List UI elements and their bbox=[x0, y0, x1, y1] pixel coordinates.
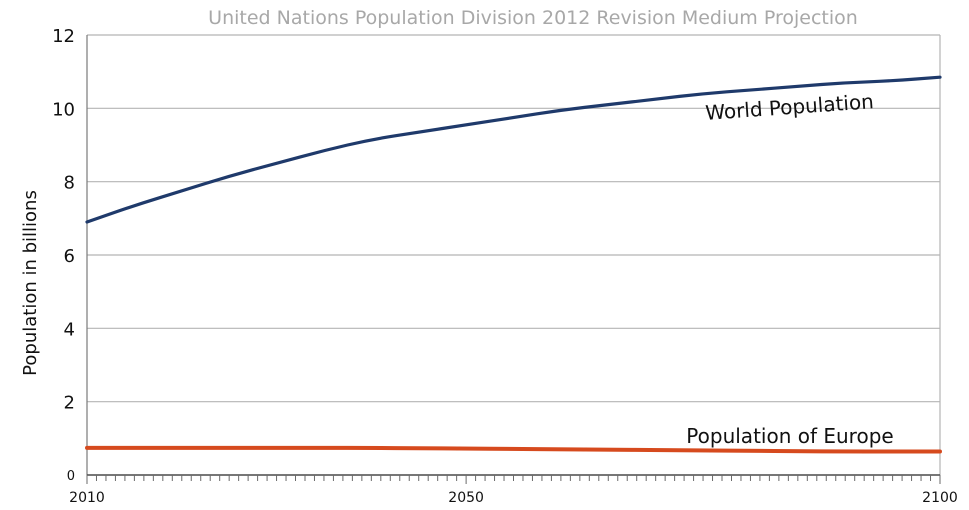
world-population-line bbox=[85, 75, 942, 224]
y-axis-label: Population in billions bbox=[20, 190, 41, 376]
y-tick-label: 6 bbox=[64, 246, 75, 267]
europe-population-line bbox=[85, 445, 942, 454]
y-tick-label: 4 bbox=[64, 319, 75, 340]
x-tick-label: 2050 bbox=[448, 490, 484, 506]
y-tick-label: 12 bbox=[52, 26, 75, 47]
y-tick-label: 0 bbox=[67, 469, 75, 484]
y-tick-label: 10 bbox=[52, 99, 75, 120]
series-layer bbox=[85, 75, 942, 454]
chart-title: United Nations Population Division 2012 … bbox=[208, 7, 858, 29]
europe-population-label: Population of Europe bbox=[686, 424, 893, 448]
y-tick-label: 2 bbox=[64, 393, 75, 414]
label-layer: World Population Population of Europe bbox=[686, 89, 893, 448]
axis-layer: 0 2 4 6 8 10 12 2010 2050 2100 bbox=[52, 26, 958, 506]
x-tick-label: 2010 bbox=[69, 490, 105, 506]
grid-layer bbox=[87, 34, 940, 403]
world-population-label: World Population bbox=[705, 89, 875, 125]
x-tick-label: 2100 bbox=[922, 490, 958, 506]
y-tick-label: 8 bbox=[64, 173, 75, 194]
